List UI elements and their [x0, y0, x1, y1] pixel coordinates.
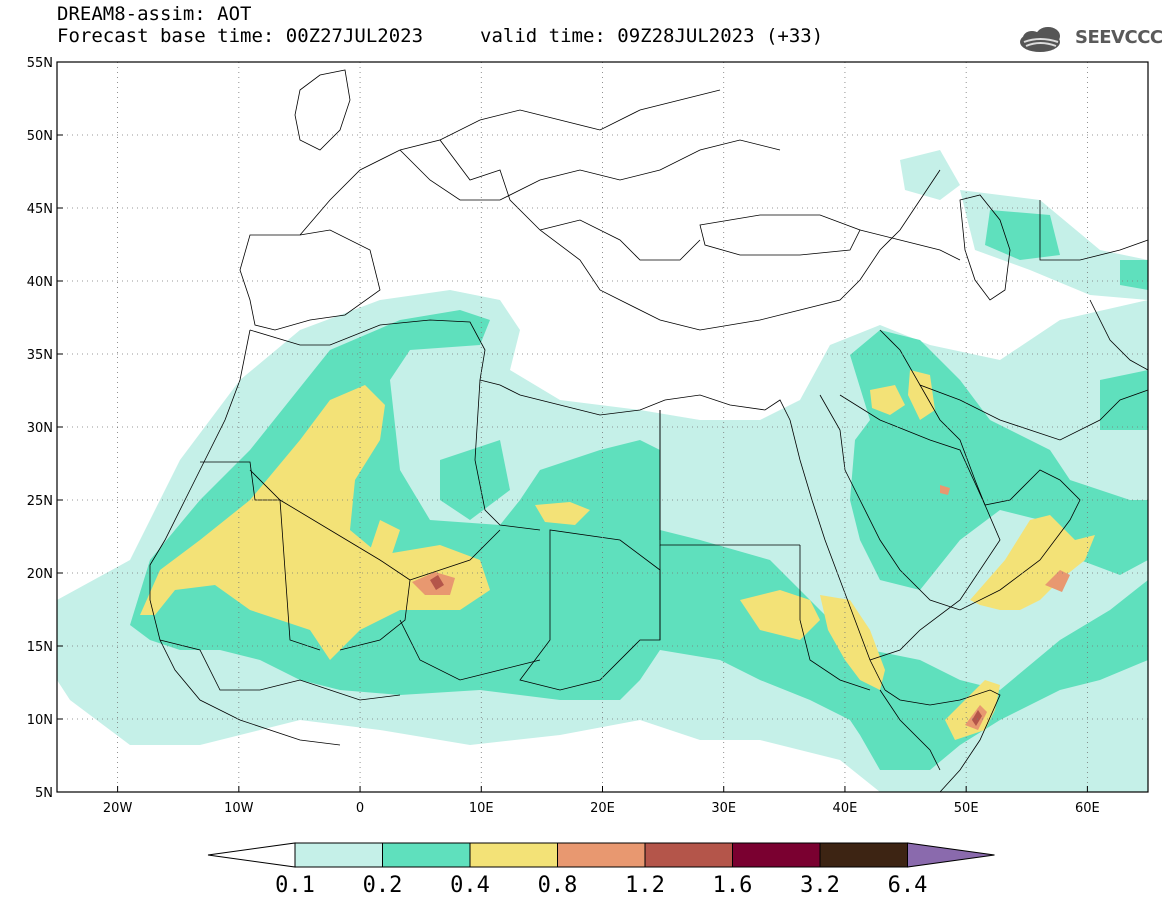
colorbar-level-label: 1.2	[625, 873, 665, 898]
coastline-atlantic-africa	[149, 329, 341, 746]
aot-contour-fields	[57, 150, 1148, 792]
coastline-caspian	[959, 194, 1011, 301]
lon-tick-label: 50E	[954, 801, 979, 816]
lon-tick-label: 40E	[833, 801, 858, 816]
map-title-base-time: Forecast base time: 00Z27JUL2023	[57, 25, 424, 47]
border-kazakh	[1039, 200, 1148, 261]
map-title-model: DREAM8-assim: AOT	[57, 3, 252, 25]
logo-text: SEEVCCC	[1075, 27, 1163, 48]
map-title-valid-time: valid time: 09Z28JUL2023 (+33)	[480, 25, 824, 47]
lat-tick-label: 40N	[27, 275, 53, 290]
coastline-horn-africa	[884, 689, 1001, 792]
lon-tick-label: 10W	[224, 801, 254, 816]
colorbar-level-label: 0.1	[275, 873, 315, 898]
border-caucasus	[859, 229, 961, 261]
colorbar-swatch	[557, 842, 646, 868]
lat-tick-label: 5N	[35, 786, 53, 801]
colorbar-under-triangle	[207, 842, 296, 868]
aot-level-1.2	[430, 575, 982, 726]
colorbar-level-label: 0.4	[450, 873, 490, 898]
border-saudi	[839, 394, 1001, 661]
seevccc-logo	[1020, 27, 1060, 52]
lat-tick-label: 20N	[27, 567, 53, 582]
colorbar-over-triangle	[907, 842, 995, 868]
lat-tick-label: 25N	[27, 494, 53, 509]
coastline-arabia	[819, 384, 1081, 611]
coastline-iberia-west-africa	[239, 229, 381, 331]
border-afgh	[1089, 299, 1148, 371]
colorbar-swatch	[819, 842, 908, 868]
border-mali	[249, 469, 411, 651]
colorbar-level-label: 3.2	[800, 873, 840, 898]
lon-tick-label: 20W	[103, 801, 133, 816]
coastline-north-africa	[249, 319, 791, 421]
border-europe-2	[439, 89, 721, 141]
colorbar-level-label: 6.4	[888, 873, 928, 898]
border-west-africa	[159, 639, 401, 701]
border-nigeria	[399, 619, 541, 681]
colorbar-swatch	[294, 842, 383, 868]
colorbar-swatch	[644, 842, 733, 868]
lon-tick-label: 10E	[469, 801, 494, 816]
coastline-europe	[299, 139, 941, 331]
lat-tick-label: 10N	[27, 713, 53, 728]
border-balkans	[539, 219, 701, 261]
coastline-red-sea	[789, 419, 886, 691]
colorbar-swatch	[382, 842, 471, 868]
border-iran-iraq	[879, 329, 1148, 441]
latitude-axis: 55N 50N 45N 40N 35N 30N 25N 20N 15N 10N 5N	[27, 56, 63, 801]
colorbar-swatch	[732, 842, 821, 868]
border-niger	[409, 529, 501, 581]
lat-tick-label: 45N	[27, 202, 53, 217]
lon-tick-label: 30E	[711, 801, 736, 816]
longitude-axis: 20W 10W 0 10E 20E 30E 40E 50E 60E	[103, 786, 1100, 816]
aot-colorbar: 0.1 0.2 0.4 0.8 1.2 1.6 3.2 6.4	[207, 842, 995, 898]
aot-level-0.4	[140, 370, 1095, 740]
lat-tick-label: 50N	[27, 129, 53, 144]
lon-tick-label: 60E	[1075, 801, 1100, 816]
coastline-black-sea	[699, 214, 861, 256]
lat-tick-label: 30N	[27, 421, 53, 436]
lon-tick-label: 0	[356, 801, 364, 816]
border-horn	[879, 689, 941, 771]
border-algeria-libya	[474, 379, 541, 531]
lat-tick-label: 35N	[27, 348, 53, 363]
coastline-uk	[294, 69, 351, 151]
lat-tick-label: 55N	[27, 56, 53, 71]
graticule	[57, 62, 1148, 792]
border-europe-1	[399, 139, 781, 201]
colorbar-level-label: 1.6	[713, 873, 753, 898]
colorbar-swatch	[469, 842, 558, 868]
border-sudan-ethiopia	[799, 545, 871, 691]
border-chad	[519, 529, 661, 691]
lon-tick-label: 20E	[590, 801, 615, 816]
lat-tick-label: 15N	[27, 640, 53, 655]
colorbar-level-label: 0.8	[538, 873, 578, 898]
colorbar-level-label: 0.2	[363, 873, 403, 898]
